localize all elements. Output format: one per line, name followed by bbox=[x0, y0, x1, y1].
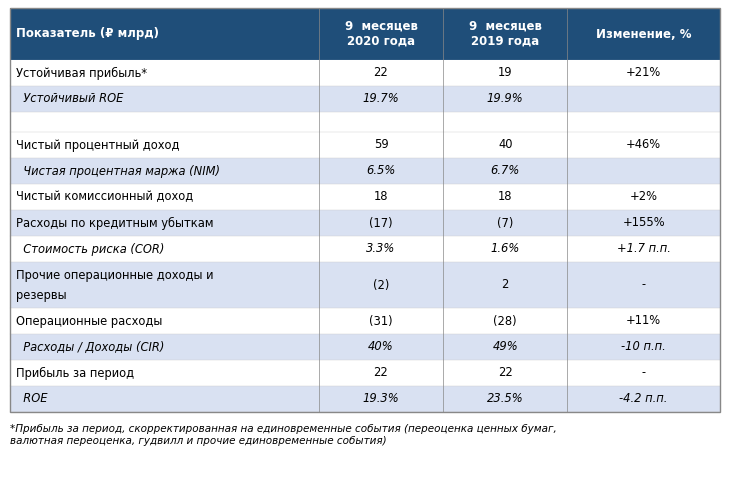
Text: -4.2 п.п.: -4.2 п.п. bbox=[620, 393, 668, 406]
Text: +46%: +46% bbox=[626, 138, 661, 151]
Text: 59: 59 bbox=[374, 138, 388, 151]
Text: 6.5%: 6.5% bbox=[366, 165, 396, 177]
Text: Чистая процентная маржа (NIM): Чистая процентная маржа (NIM) bbox=[16, 165, 220, 177]
Text: 40%: 40% bbox=[368, 340, 393, 354]
Text: 6.7%: 6.7% bbox=[491, 165, 520, 177]
Text: -: - bbox=[642, 367, 646, 379]
Text: Стоимость риска (COR): Стоимость риска (COR) bbox=[16, 243, 164, 256]
Text: Операционные расходы: Операционные расходы bbox=[16, 315, 162, 327]
Text: 2: 2 bbox=[502, 279, 509, 292]
Text: +155%: +155% bbox=[623, 217, 665, 229]
Bar bbox=[10, 334, 720, 360]
Text: (28): (28) bbox=[493, 315, 517, 327]
Bar bbox=[10, 86, 720, 112]
Text: Прочие операционные доходы и: Прочие операционные доходы и bbox=[16, 269, 213, 282]
Bar bbox=[10, 360, 720, 386]
Text: ROE: ROE bbox=[16, 393, 47, 406]
Text: 9  месяцев
2019 года: 9 месяцев 2019 года bbox=[469, 20, 542, 48]
Text: 40: 40 bbox=[498, 138, 512, 151]
Text: -: - bbox=[642, 279, 646, 292]
Text: 22: 22 bbox=[374, 67, 388, 79]
Text: -10 п.п.: -10 п.п. bbox=[621, 340, 666, 354]
Text: (7): (7) bbox=[497, 217, 513, 229]
Text: Чистый процентный доход: Чистый процентный доход bbox=[16, 138, 180, 151]
Text: 49%: 49% bbox=[493, 340, 518, 354]
Text: Изменение, %: Изменение, % bbox=[596, 27, 691, 40]
Text: *Прибыль за период, скорректированная на единовременные события (переоценка ценн: *Прибыль за период, скорректированная на… bbox=[10, 424, 557, 446]
Text: 22: 22 bbox=[498, 367, 512, 379]
Text: 19.3%: 19.3% bbox=[363, 393, 399, 406]
Text: Показатель (₽ млрд): Показатель (₽ млрд) bbox=[16, 27, 159, 40]
Text: 1.6%: 1.6% bbox=[491, 243, 520, 256]
Text: +1.7 п.п.: +1.7 п.п. bbox=[617, 243, 671, 256]
Text: Расходы / Доходы (CIR): Расходы / Доходы (CIR) bbox=[16, 340, 164, 354]
Bar bbox=[10, 8, 720, 412]
Text: 18: 18 bbox=[498, 190, 512, 204]
Text: 18: 18 bbox=[374, 190, 388, 204]
Text: 22: 22 bbox=[374, 367, 388, 379]
Text: 19.7%: 19.7% bbox=[363, 93, 399, 106]
Text: 3.3%: 3.3% bbox=[366, 243, 396, 256]
Text: 19: 19 bbox=[498, 67, 512, 79]
Text: (31): (31) bbox=[369, 315, 393, 327]
Text: 19.9%: 19.9% bbox=[487, 93, 523, 106]
Bar bbox=[10, 132, 720, 158]
Text: 23.5%: 23.5% bbox=[487, 393, 523, 406]
Bar bbox=[10, 308, 720, 334]
Bar bbox=[10, 158, 720, 184]
Bar bbox=[10, 210, 720, 236]
Bar bbox=[10, 8, 720, 60]
Text: +11%: +11% bbox=[626, 315, 661, 327]
Text: Чистый комиссионный доход: Чистый комиссионный доход bbox=[16, 190, 193, 204]
Bar bbox=[10, 184, 720, 210]
Bar bbox=[10, 60, 720, 86]
Text: Устойчивый ROE: Устойчивый ROE bbox=[16, 93, 123, 106]
Text: (2): (2) bbox=[373, 279, 389, 292]
Text: резервы: резервы bbox=[16, 289, 66, 301]
Text: +21%: +21% bbox=[626, 67, 661, 79]
Text: 9  месяцев
2020 года: 9 месяцев 2020 года bbox=[345, 20, 418, 48]
Text: (17): (17) bbox=[369, 217, 393, 229]
Bar bbox=[10, 262, 720, 308]
Text: +2%: +2% bbox=[630, 190, 658, 204]
Bar bbox=[10, 236, 720, 262]
Text: Устойчивая прибыль*: Устойчивая прибыль* bbox=[16, 66, 147, 79]
Bar bbox=[10, 112, 720, 132]
Text: Расходы по кредитным убыткам: Расходы по кредитным убыткам bbox=[16, 216, 213, 229]
Text: Прибыль за период: Прибыль за период bbox=[16, 366, 134, 379]
Bar bbox=[10, 386, 720, 412]
